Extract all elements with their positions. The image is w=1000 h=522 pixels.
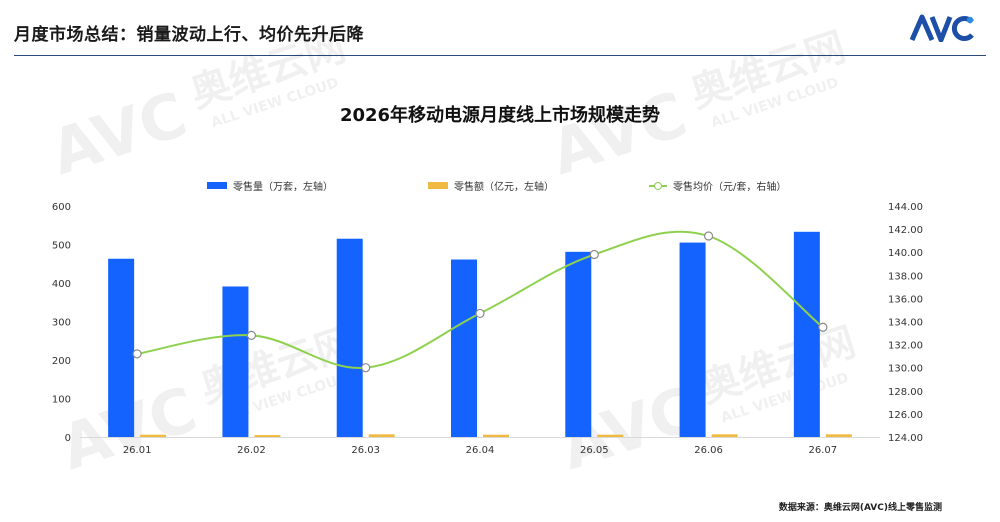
point-price	[589, 249, 599, 260]
y-left-tick-label: 100	[52, 395, 71, 406]
y-right-tick-label: 136.00	[888, 294, 923, 305]
x-tick-label: 26.02	[237, 445, 266, 456]
point-price	[475, 308, 485, 319]
page-headline: 月度市场总结：销量波动上行、均价先升后降	[14, 25, 364, 45]
point-price	[132, 349, 142, 359]
y-left-tick-label: 0	[65, 433, 71, 444]
y-left-tick-label: 200	[52, 356, 71, 367]
y-left-tick-label: 300	[52, 318, 71, 329]
legend-label-price: 零售均价（元/套，右轴）	[673, 182, 787, 193]
y-left-tick-label: 400	[52, 279, 71, 290]
bar-amount	[254, 435, 281, 437]
bar-volume	[793, 231, 820, 437]
y-left-tick-label: 600	[52, 202, 71, 213]
x-tick-label: 26.01	[123, 445, 152, 456]
y-right-tick-label: 124.00	[888, 433, 923, 444]
point-price	[361, 363, 371, 373]
legend-label-volume: 零售量（万套，左轴）	[233, 182, 333, 193]
y-right-tick-label: 138.00	[888, 271, 923, 282]
x-tick-label: 26.06	[694, 445, 723, 456]
legend-swatch-volume	[207, 182, 227, 189]
bar-amount	[368, 434, 395, 437]
bar-volume	[451, 259, 477, 437]
y-right-tick-label: 140.00	[888, 248, 923, 259]
chart-legend: 零售量（万套，左轴） 零售额（亿元，左轴） 零售均价（元/套，右轴）	[0, 178, 1000, 193]
chart-title: 2026年移动电源月度线上市场规模走势	[339, 105, 661, 126]
bar-amount	[140, 434, 167, 437]
y-right-tick-label: 144.00	[888, 202, 923, 213]
y-right-tick-label: 130.00	[888, 364, 923, 375]
point-price	[246, 330, 257, 340]
point-price	[818, 322, 828, 332]
y-right-tick-label: 128.00	[888, 387, 923, 398]
bar-volume	[222, 286, 249, 437]
bar-amount	[825, 434, 852, 437]
bar-volume	[679, 242, 706, 437]
y-right-tick-label: 142.00	[888, 225, 923, 236]
bar-amount	[711, 434, 738, 437]
x-tick-label: 26.04	[466, 445, 495, 456]
avc-logo	[909, 14, 978, 46]
bar-amount	[483, 434, 509, 437]
y-right-tick-label: 134.00	[888, 318, 923, 329]
y-right-tick-label: 126.00	[888, 410, 923, 421]
bar-volume	[336, 238, 363, 437]
legend-item-price: 零售均价（元/套，右轴）	[649, 178, 786, 193]
legend-label-amount: 零售额（亿元，左轴）	[454, 182, 554, 193]
legend-item-volume: 零售量（万套，左轴）	[207, 178, 333, 193]
x-tick-label: 26.07	[809, 445, 838, 456]
page-header: 月度市场总结：销量波动上行、均价先升后降	[0, 0, 1000, 56]
source-note: 数据来源：奥维云网(AVC)线上零售监测	[778, 503, 942, 513]
x-tick-label: 26.03	[351, 445, 380, 456]
y-left-tick-label: 500	[52, 241, 71, 252]
bar-volume	[565, 251, 592, 437]
bar-volume	[108, 258, 135, 437]
legend-swatch-price	[649, 181, 667, 191]
header-divider	[14, 55, 986, 56]
x-tick-label: 26.05	[580, 445, 609, 456]
legend-swatch-amount	[428, 182, 448, 189]
legend-item-amount: 零售额（亿元，左轴）	[428, 178, 554, 193]
bar-amount	[597, 434, 624, 437]
point-price	[703, 231, 714, 241]
y-right-tick-label: 132.00	[888, 341, 923, 352]
